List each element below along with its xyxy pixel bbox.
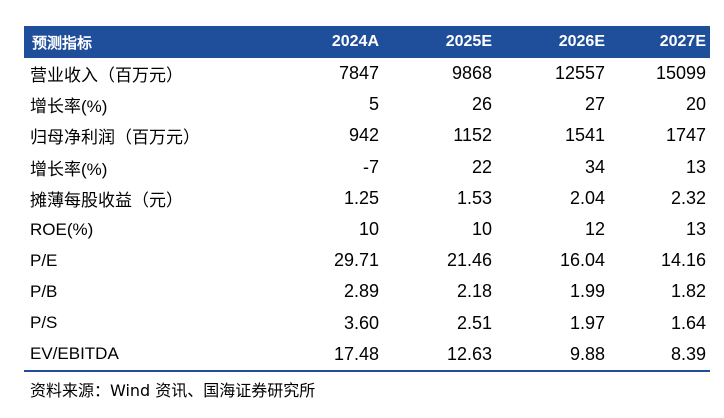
cell-value: 34: [584, 156, 605, 177]
cell-value: 2.89: [343, 281, 379, 302]
cell-value: 1152: [453, 125, 492, 146]
cell-value: 1.25: [343, 187, 379, 208]
row-label: P/E: [30, 250, 58, 270]
cell-value: 1.53: [456, 187, 492, 208]
row-label: P/S: [30, 313, 58, 333]
cell-value: 1.99: [569, 281, 605, 302]
row-label: 摊薄每股收益（元）: [30, 190, 183, 210]
forecast-table: 预测指标 2024A 2025E 2026E 2027E 营业收入（百万元） 7…: [24, 26, 710, 372]
table-row: P/E 29.71 21.46 16.04 14.16: [24, 245, 710, 276]
header-2024a: 2024A: [278, 26, 383, 58]
cell-value: 2.18: [456, 281, 492, 302]
cell-value: 12557: [554, 63, 605, 84]
row-label: 增长率(%): [30, 159, 108, 179]
cell-value: 1541: [564, 125, 605, 146]
row-label: P/B: [30, 281, 58, 301]
table-row: 归母净利润（百万元） 942 1152 1541 1747: [24, 120, 710, 151]
cell-value: 2.32: [670, 187, 706, 208]
row-label: 归母净利润（百万元）: [30, 128, 200, 148]
cell-value: 942: [348, 125, 379, 146]
header-2025e: 2025E: [383, 26, 496, 58]
row-label: ROE(%): [30, 219, 94, 239]
cell-value: 21.46: [446, 250, 492, 271]
row-label: 增长率(%): [30, 97, 108, 117]
table-header: 预测指标 2024A 2025E 2026E 2027E: [24, 26, 710, 58]
cell-value: 12.63: [383, 338, 496, 372]
cell-value: 12: [584, 219, 605, 240]
table-row: 增长率(%) 5 26 27 20: [24, 89, 710, 120]
cell-value: 2.51: [456, 312, 492, 333]
cell-value: 2.04: [569, 187, 605, 208]
cell-value: 10: [358, 219, 379, 240]
cell-value: 14.16: [660, 250, 706, 271]
cell-value: 5: [368, 94, 379, 115]
cell-value: 1.97: [569, 312, 605, 333]
header-2027e: 2027E: [609, 26, 710, 58]
cell-value: 22: [471, 156, 492, 177]
header-row: 预测指标 2024A 2025E 2026E 2027E: [24, 26, 710, 58]
cell-value: 13: [685, 156, 706, 177]
table-body: 营业收入（百万元） 7847 9868 12557 15099 增长率(%) 5…: [24, 58, 710, 372]
cell-value: 29.71: [333, 250, 379, 271]
header-indicator: 预测指标: [24, 26, 278, 58]
table-row: 增长率(%) -7 22 34 13: [24, 152, 710, 183]
cell-value: -7: [362, 156, 379, 177]
row-label: 营业收入（百万元）: [30, 66, 183, 86]
cell-value: 16.04: [559, 250, 605, 271]
cell-value: 1.64: [670, 312, 706, 333]
cell-value: 17.48: [278, 338, 383, 372]
cell-value: 27: [584, 94, 605, 115]
cell-value: 10: [471, 219, 492, 240]
cell-value: 8.39: [609, 338, 710, 372]
forecast-table-container: 预测指标 2024A 2025E 2026E 2027E 营业收入（百万元） 7…: [24, 26, 710, 372]
source-note: 资料来源：Wind 资讯、国海证券研究所: [30, 381, 316, 400]
cell-value: 3.60: [343, 312, 379, 333]
table-row: 摊薄每股收益（元） 1.25 1.53 2.04 2.32: [24, 183, 710, 214]
table-row: P/B 2.89 2.18 1.99 1.82: [24, 276, 710, 307]
table-row: P/S 3.60 2.51 1.97 1.64: [24, 308, 710, 339]
cell-value: 1.82: [670, 281, 706, 302]
cell-value: 1747: [665, 125, 706, 146]
table-row: 营业收入（百万元） 7847 9868 12557 15099: [24, 58, 710, 89]
header-2026e: 2026E: [496, 26, 609, 58]
cell-value: 15099: [655, 63, 706, 84]
cell-value: 20: [685, 94, 706, 115]
table-row: ROE(%) 10 10 12 13: [24, 214, 710, 245]
cell-value: 9.88: [496, 338, 609, 372]
table-row: EV/EBITDA 17.48 12.63 9.88 8.39: [24, 338, 710, 372]
cell-value: 26: [471, 94, 492, 115]
cell-value: 9868: [451, 63, 492, 84]
cell-value: 13: [685, 219, 706, 240]
cell-value: 7847: [338, 63, 379, 84]
row-label: EV/EBITDA: [24, 338, 278, 372]
